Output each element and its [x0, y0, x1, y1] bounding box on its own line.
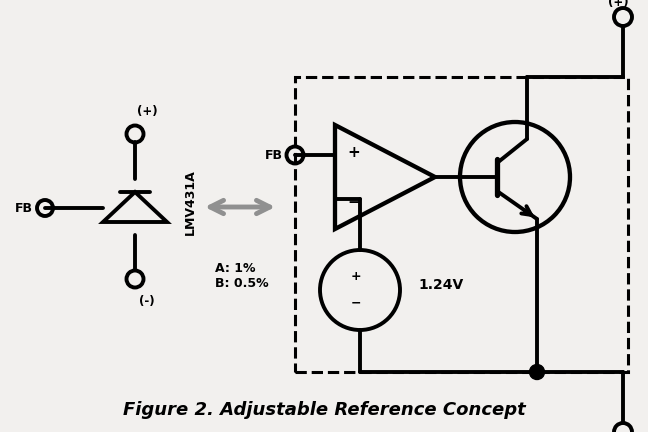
Text: (+): (+) [608, 0, 629, 9]
Text: LMV431A: LMV431A [183, 169, 196, 235]
Text: Figure 2. Adjustable Reference Concept: Figure 2. Adjustable Reference Concept [122, 401, 526, 419]
Circle shape [529, 365, 544, 379]
Text: −: − [347, 194, 360, 210]
Text: FB: FB [265, 149, 283, 162]
Bar [295, 77, 628, 372]
Text: −: − [351, 296, 361, 309]
Text: (-): (-) [139, 295, 155, 308]
Text: A: 1%
B: 0.5%: A: 1% B: 0.5% [215, 262, 269, 290]
Text: 1.24V: 1.24V [418, 278, 463, 292]
Text: (+): (+) [137, 105, 157, 118]
Text: FB: FB [15, 201, 33, 215]
Text: +: + [347, 144, 360, 159]
Text: +: + [351, 270, 362, 283]
